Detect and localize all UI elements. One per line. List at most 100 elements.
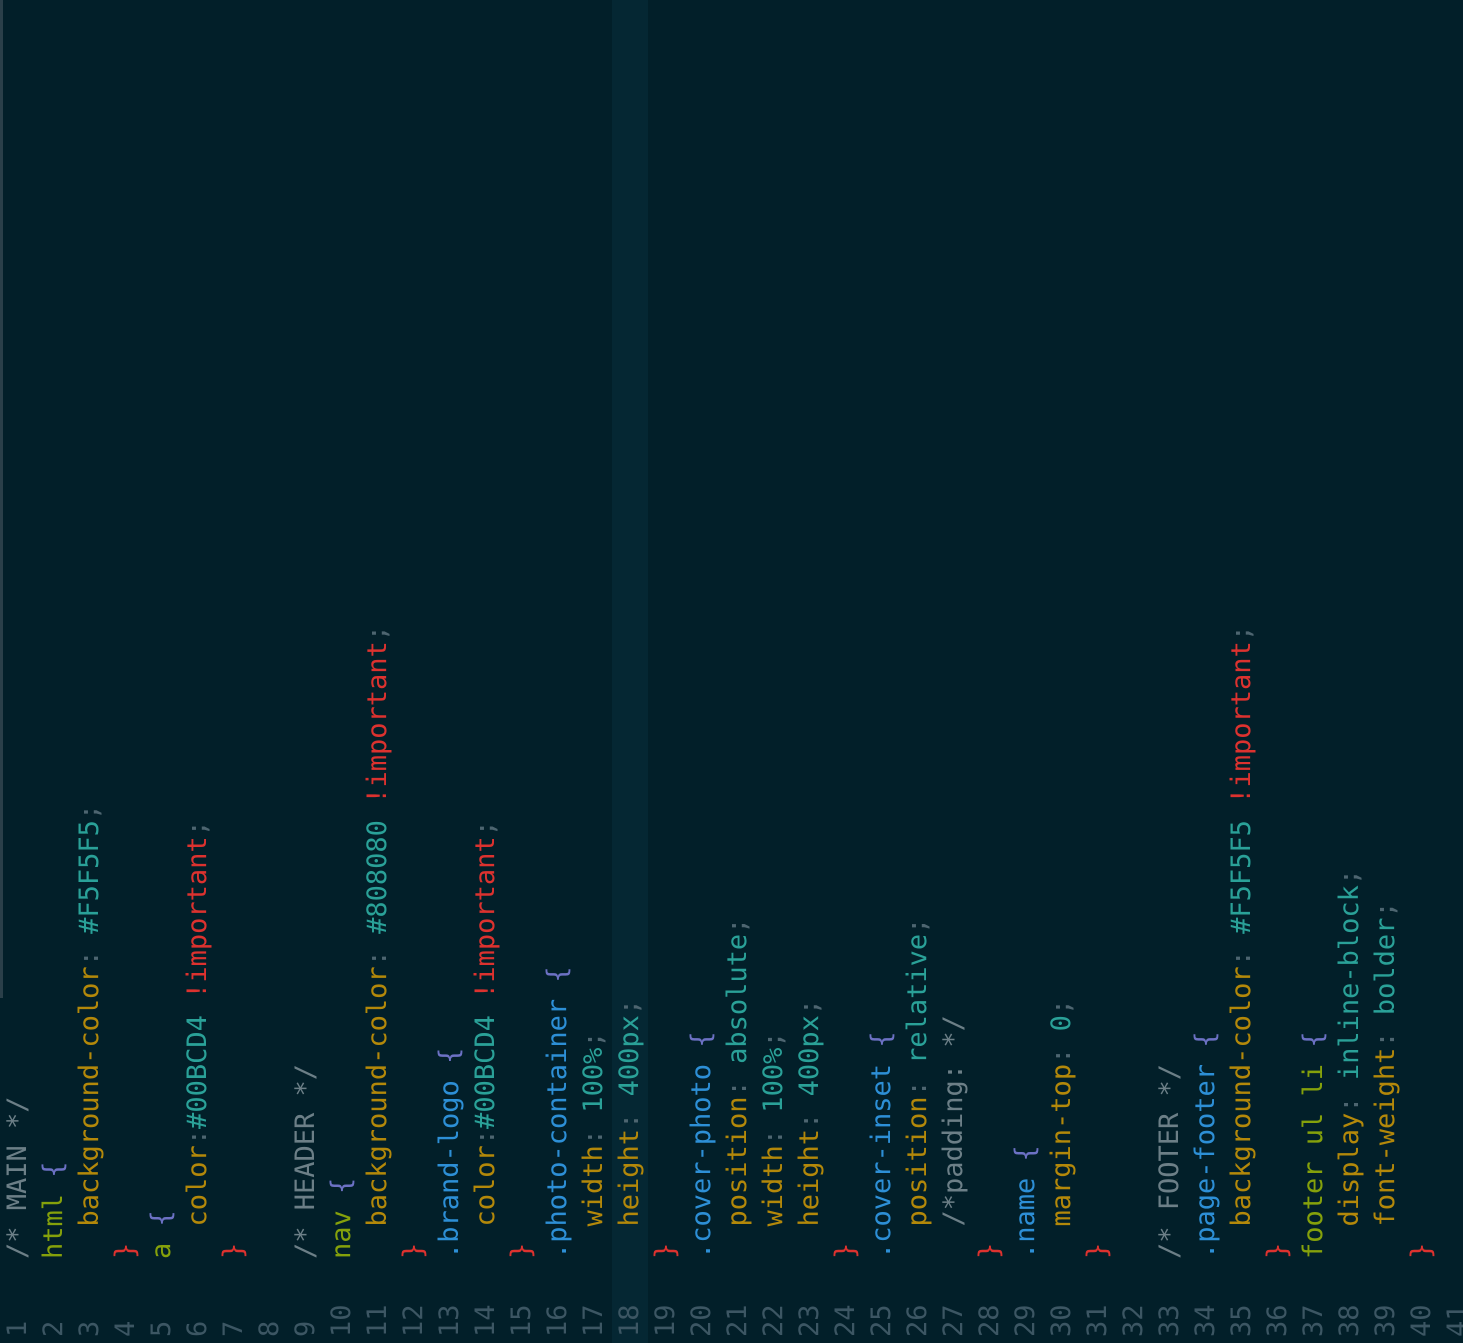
code-line[interactable]: 30 margin-top: 0; <box>1044 0 1080 1343</box>
code-line[interactable]: 3 background-color: #F5F5F5; <box>72 0 108 1343</box>
code-text: html { <box>36 1161 72 1259</box>
line-number: 13 <box>434 1304 465 1337</box>
line-number: 30 <box>1046 1304 1077 1337</box>
code-text: display: inline-block; <box>1332 869 1368 1259</box>
code-line[interactable]: 32 <box>1116 0 1152 1343</box>
code-line[interactable]: 18 height: 400px; <box>612 0 648 1343</box>
code-token: color <box>470 1145 501 1227</box>
code-line[interactable]: 11 background-color: #808080 !important; <box>360 0 396 1343</box>
code-token <box>362 804 393 820</box>
code-line[interactable]: 27 /*padding: */ <box>936 0 972 1343</box>
code-line[interactable]: 24} <box>828 0 864 1343</box>
code-token: ; <box>74 803 105 821</box>
code-token: .cover-inset <box>866 1063 897 1259</box>
editor-left-border <box>0 0 3 998</box>
code-token: .cover-photo <box>686 1063 717 1259</box>
code-line[interactable]: 41 <box>1440 0 1463 1343</box>
code-line[interactable]: 7} <box>216 0 252 1343</box>
code-line[interactable]: 9 /* HEADER */ <box>288 0 324 1343</box>
code-token: } <box>110 1242 141 1259</box>
code-token: background-color <box>362 966 393 1227</box>
code-text: nav { <box>324 1178 360 1259</box>
code-token <box>1226 804 1257 820</box>
code-text: } <box>1080 1243 1116 1259</box>
line-number: 20 <box>686 1304 717 1337</box>
code-line[interactable]: 36} <box>1260 0 1296 1343</box>
code-text: position: absolute; <box>720 918 756 1259</box>
code-token <box>1010 1161 1041 1177</box>
code-line[interactable]: 35 background-color: #F5F5F5 !important; <box>1224 0 1260 1343</box>
code-line[interactable]: 19} <box>648 0 684 1343</box>
code-line[interactable]: 37 footer ul li { <box>1296 0 1332 1343</box>
code-text: } <box>648 1243 684 1259</box>
code-token: { <box>146 1210 177 1227</box>
code-token <box>146 1226 177 1242</box>
line-number: 12 <box>398 1304 429 1337</box>
code-line[interactable]: 22 width: 100%; <box>756 0 792 1343</box>
code-token: bolder <box>1370 917 1401 1016</box>
code-token: /*padding: */ <box>938 1015 969 1227</box>
line-number: 33 <box>1154 1304 1185 1337</box>
code-line[interactable]: 12} <box>396 0 432 1343</box>
code-token: : <box>182 1128 213 1146</box>
code-text: background-color: #808080 !important; <box>360 625 396 1259</box>
code-text: /* MAIN */ <box>0 1096 36 1259</box>
code-text: } <box>1260 1243 1296 1259</box>
code-token: : <box>578 1112 609 1146</box>
code-token: #808080 <box>362 820 393 934</box>
code-token: #F5F5F5 <box>1226 820 1257 934</box>
code-line[interactable]: 13 .brand-logo { <box>432 0 468 1343</box>
code-line[interactable]: 6 color:#00BCD4 !important; <box>180 0 216 1343</box>
code-text: background-color: #F5F5F5 !important; <box>1224 625 1260 1259</box>
code-token <box>38 1178 69 1194</box>
code-line[interactable]: 25 .cover-inset { <box>864 0 900 1343</box>
code-text: margin-top: 0; <box>1044 999 1080 1259</box>
line-number: 24 <box>830 1304 861 1337</box>
line-number: 11 <box>362 1304 393 1337</box>
code-token: ; <box>182 820 213 837</box>
code-line[interactable]: 34 .page-footer { <box>1188 0 1224 1343</box>
code-line[interactable]: 28} <box>972 0 1008 1343</box>
code-line[interactable]: 10 nav { <box>324 0 360 1343</box>
code-text: color:#00BCD4 !important; <box>468 820 504 1259</box>
code-token <box>326 1194 357 1210</box>
code-line[interactable]: 15} <box>504 0 540 1343</box>
code-token: } <box>398 1242 429 1259</box>
code-line[interactable]: 2 html { <box>36 0 72 1343</box>
code-line[interactable]: 39 font-weight: bolder; <box>1368 0 1404 1343</box>
code-token: { <box>866 1031 897 1048</box>
code-line[interactable]: 23 height: 400px; <box>792 0 828 1343</box>
code-token <box>578 1226 609 1259</box>
code-line[interactable]: 4} <box>108 0 144 1343</box>
code-token <box>722 1226 753 1259</box>
code-token: margin-top <box>1046 1063 1077 1227</box>
code-line[interactable]: 14 color:#00BCD4 !important; <box>468 0 504 1343</box>
line-number: 18 <box>614 1304 645 1337</box>
code-token: } <box>1406 1242 1437 1259</box>
code-line[interactable]: 5 a { <box>144 0 180 1343</box>
code-line[interactable]: 29 .name { <box>1008 0 1044 1343</box>
code-line[interactable]: 40} <box>1404 0 1440 1343</box>
code-line[interactable]: 38 display: inline-block; <box>1332 0 1368 1343</box>
code-line[interactable]: 20 .cover-photo { <box>684 0 720 1343</box>
code-token: : <box>794 1096 825 1129</box>
code-token: .brand-logo <box>434 1080 465 1259</box>
code-token: .page-footer <box>1190 1063 1221 1259</box>
code-token <box>686 1048 717 1064</box>
code-line[interactable]: 8 <box>252 0 288 1343</box>
code-token <box>902 1226 933 1259</box>
code-line[interactable]: 1 /* MAIN */ <box>0 0 36 1343</box>
line-number: 29 <box>1010 1304 1041 1337</box>
code-line[interactable]: 16 .photo-container { <box>540 0 576 1343</box>
code-text: } <box>828 1243 864 1259</box>
code-line[interactable]: 26 position: relative; <box>900 0 936 1343</box>
code-line[interactable]: 33 /* FOOTER */ <box>1152 0 1188 1343</box>
code-token: #F5F5F5 <box>74 820 105 934</box>
code-text: footer ul li { <box>1296 1031 1332 1259</box>
code-line[interactable]: 17 width: 100%; <box>576 0 612 1343</box>
code-line[interactable]: 31} <box>1080 0 1116 1343</box>
code-line[interactable]: 21 position: absolute; <box>720 0 756 1343</box>
code-token: ; <box>1046 998 1077 1016</box>
